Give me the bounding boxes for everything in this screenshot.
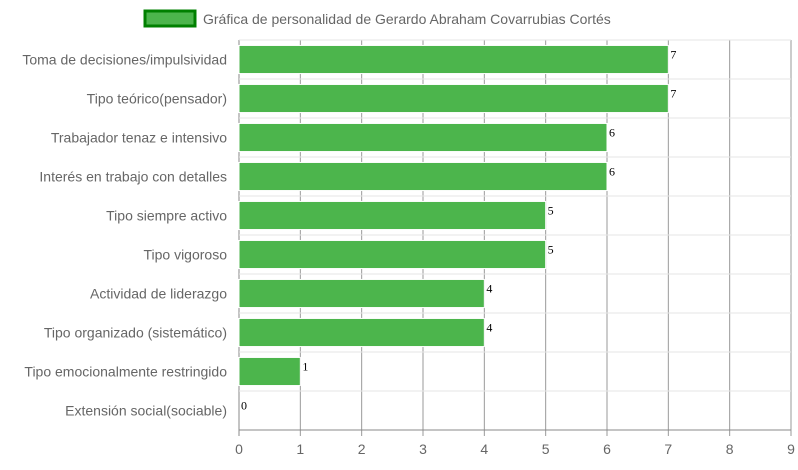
category-label: Tipo teórico(pensador) [87,91,227,107]
category-label: Tipo siempre activo [106,208,227,224]
bar[interactable] [238,239,547,270]
category-label: Tipo vigoroso [143,247,227,263]
value-label: 7 [670,48,676,62]
x-tick-label: 2 [358,441,366,457]
x-tick-label: 7 [664,441,672,457]
x-axis-ticks: 0 1 2 3 4 5 6 7 8 9 [235,441,795,457]
category-labels: Toma de decisiones/impulsividad Tipo teór… [22,52,227,419]
category-label: Toma de decisiones/impulsividad [22,52,227,68]
value-labels: 7 7 6 6 5 5 4 4 1 0 [241,48,676,413]
legend: Gráfica de personalidad de Gerardo Abrah… [143,9,611,28]
bar[interactable] [238,356,301,387]
value-label: 4 [486,321,492,335]
category-label: Interés en trabajo con detalles [39,169,227,185]
value-label: 0 [241,399,247,413]
category-label: Tipo organizado (sistemático) [44,325,227,341]
x-tick-label: 0 [235,441,243,457]
value-label: 1 [302,360,308,374]
value-label: 5 [548,204,554,218]
x-tick-label: 9 [787,441,795,457]
bars [238,44,669,387]
bar[interactable] [238,317,485,348]
value-label: 6 [609,126,615,140]
value-label: 7 [670,87,676,101]
x-tick-label: 6 [603,441,611,457]
x-tick-label: 3 [419,441,427,457]
bar[interactable] [238,161,608,192]
legend-swatch [143,9,197,28]
x-tick-label: 8 [726,441,734,457]
legend-label: Gráfica de personalidad de Gerardo Abrah… [203,11,611,27]
value-label: 5 [548,243,554,257]
category-label: Extensión social(sociable) [65,403,227,419]
category-label: Actividad de liderazgo [90,286,227,302]
bar[interactable] [238,122,608,153]
category-label: Tipo emocionalmente restringido [24,364,227,380]
value-label: 6 [609,165,615,179]
x-tick-label: 4 [480,441,488,457]
bar[interactable] [238,200,547,231]
value-label: 4 [486,282,492,296]
bar[interactable] [238,83,669,114]
x-tick-label: 5 [542,441,550,457]
bar[interactable] [238,278,485,309]
bar[interactable] [238,44,669,75]
x-tick-label: 1 [296,441,304,457]
category-label: Trabajador tenaz e intensivo [51,130,227,146]
